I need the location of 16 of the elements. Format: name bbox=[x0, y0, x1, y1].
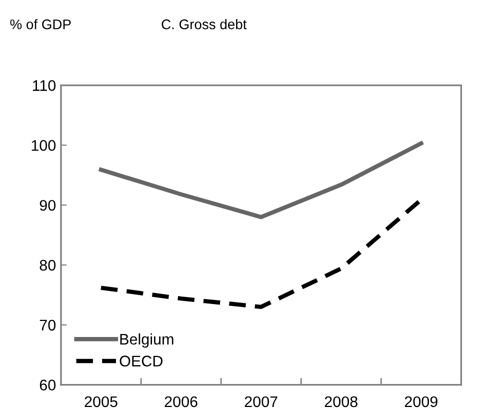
y-tick-label: 60 bbox=[40, 380, 56, 390]
x-tick-label: 2005 bbox=[84, 396, 118, 408]
x-tick-label: 2006 bbox=[164, 396, 198, 408]
line-series bbox=[98, 141, 424, 220]
chart-title: C. Gross debt bbox=[162, 19, 247, 30]
y-tick-label: 70 bbox=[40, 320, 56, 331]
x-tick-label: 2009 bbox=[404, 396, 438, 408]
legend-label: Belgium bbox=[120, 333, 174, 348]
y-axis-title: % of GDP bbox=[10, 19, 71, 30]
legend-label: OECD bbox=[120, 356, 162, 366]
x-tick-label: 2008 bbox=[324, 396, 358, 408]
y-tick-label: 90 bbox=[40, 200, 56, 211]
x-tick-label: 2007 bbox=[244, 396, 278, 408]
y-tick-label: 110 bbox=[32, 80, 56, 91]
y-tick-label: 100 bbox=[32, 140, 56, 151]
y-tick-label: 80 bbox=[40, 260, 56, 271]
